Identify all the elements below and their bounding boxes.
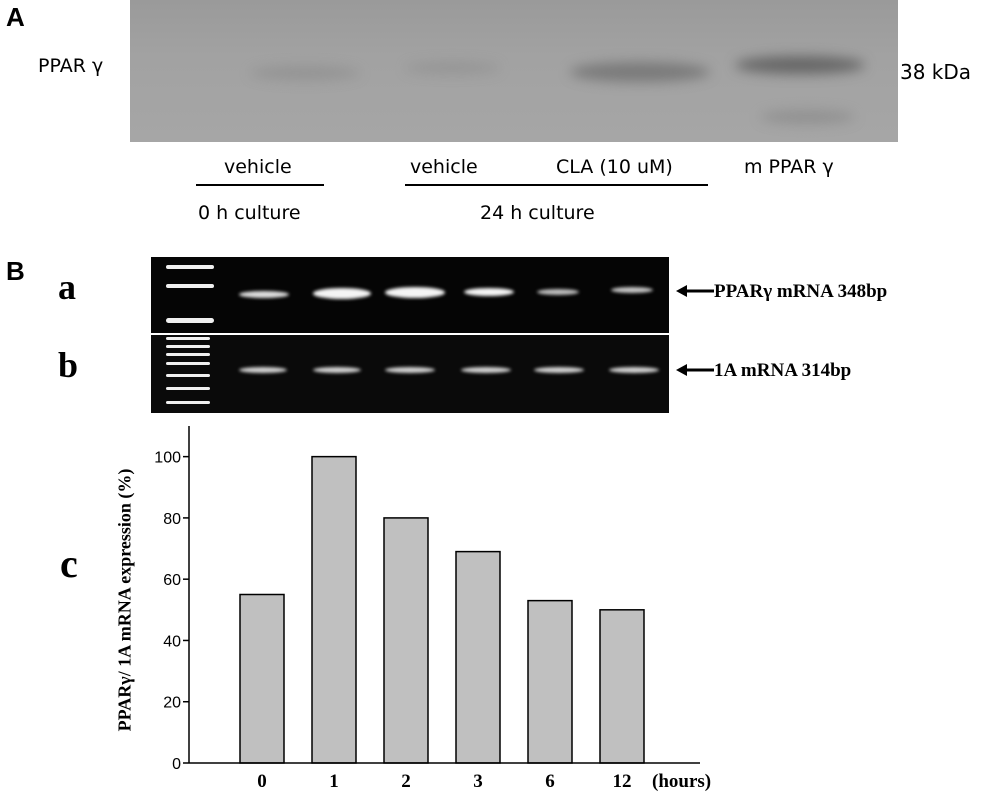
gel-band: [537, 289, 579, 295]
blot-band: [250, 66, 360, 80]
chart-x-tick-label: 6: [545, 771, 555, 792]
panel-a-letter: A: [6, 2, 25, 32]
gel-band: [385, 367, 435, 373]
group-label-0h: 0 h culture: [198, 202, 301, 224]
gel-band: [313, 288, 371, 299]
ladder-band: [166, 345, 210, 348]
lane-label-vehicle-24h: vehicle: [410, 156, 478, 178]
chart-bar: [239, 593, 285, 764]
blot-band: [570, 62, 710, 82]
band-label-ppar: PPARγ mRNA 348bp: [714, 281, 888, 302]
ladder-band: [166, 401, 210, 404]
ladder-band: [166, 374, 210, 377]
blot-band: [760, 110, 855, 124]
gel-band: [611, 287, 653, 293]
chart-y-tick-label: 0: [172, 756, 181, 773]
lane-label-mppar: m PPAR γ: [744, 156, 834, 178]
lane-label-cla: CLA (10 uM): [556, 156, 673, 178]
chart-bar: [455, 550, 501, 764]
kda-label: 38 kDa: [900, 60, 972, 84]
gel-band: [385, 287, 445, 298]
ladder-band: [166, 265, 214, 269]
ladder-band: [166, 284, 214, 288]
chart-y-tick-label: 40: [163, 633, 181, 650]
gel-band: [609, 367, 659, 373]
gel-band: [239, 367, 287, 373]
ladder-band: [166, 353, 210, 356]
chart-y-tick-label: 20: [163, 695, 181, 712]
panel-b-letter: B: [6, 256, 25, 286]
subpanel-b-letter: b: [58, 345, 79, 385]
blot-band: [405, 62, 500, 74]
blot-band: [735, 56, 865, 74]
chart-bar: [527, 599, 573, 764]
group-divider-24h: [405, 184, 708, 186]
ladder-band: [166, 337, 210, 340]
gel-image-b: [151, 335, 669, 413]
chart-bar: [383, 517, 429, 764]
gel-band: [239, 291, 289, 298]
gel-band: [461, 367, 511, 373]
gel-band: [464, 288, 514, 296]
chart-x-tick-label: 3: [473, 771, 483, 792]
chart-bar: [311, 455, 357, 764]
chart-y-tick-label: 100: [154, 450, 181, 467]
chart-x-tick-label: 1: [329, 771, 339, 792]
chart-y-tick-label: 60: [163, 572, 181, 589]
chart-x-tick-label: 2: [401, 771, 411, 792]
subpanel-a-letter: a: [58, 267, 76, 307]
lane-label-vehicle-0h: vehicle: [224, 156, 292, 178]
arrow-left-icon: [676, 364, 714, 376]
ladder-band: [166, 362, 210, 365]
chart-x-tick-label: 12: [613, 771, 632, 792]
ladder-band: [166, 387, 210, 390]
chart-y-tick-label: 80: [163, 511, 181, 528]
group-label-24h: 24 h culture: [480, 202, 595, 224]
chart-x-tick-label: 0: [257, 771, 267, 792]
subpanel-c-letter: c: [60, 541, 78, 586]
chart-bar: [599, 609, 645, 764]
arrow-left-icon: [676, 285, 714, 297]
group-divider-0h: [196, 184, 324, 186]
gel-band: [534, 367, 584, 373]
gel-image-a: [151, 257, 669, 333]
band-label-1a: 1A mRNA 314bp: [714, 360, 852, 381]
ladder-band: [166, 318, 214, 323]
gel-band: [313, 367, 361, 373]
ppar-gamma-label: PPAR γ: [38, 55, 104, 77]
chart-x-unit-label: (hours): [652, 771, 711, 792]
western-blot-image: [130, 0, 898, 142]
